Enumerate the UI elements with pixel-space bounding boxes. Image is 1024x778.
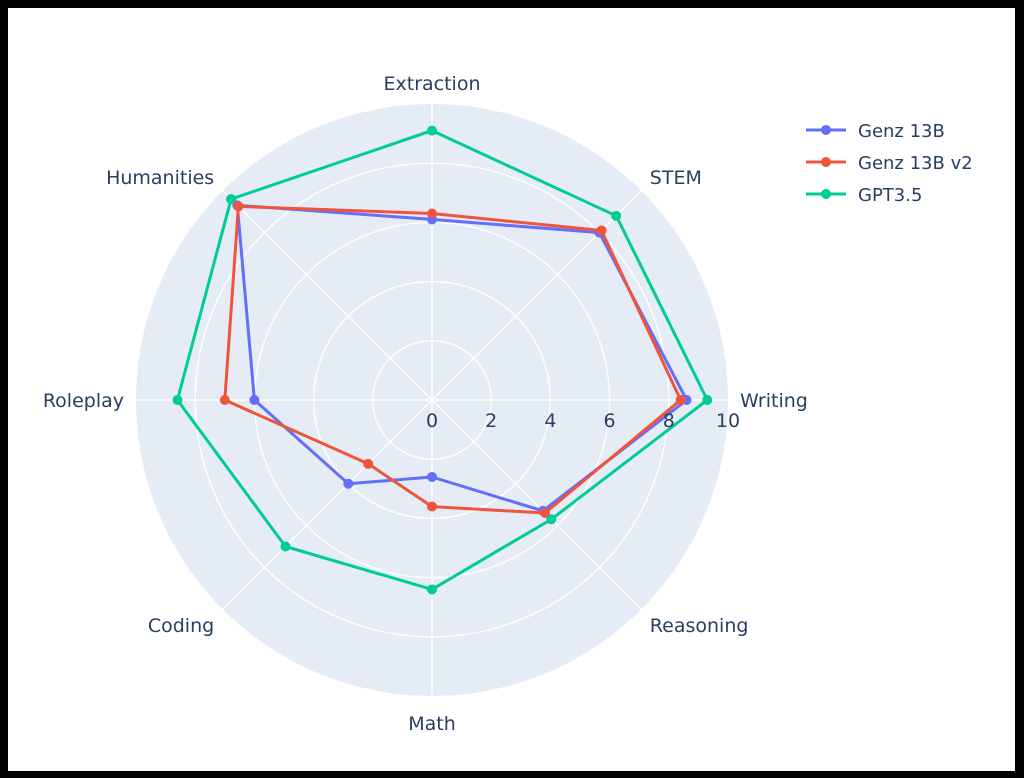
data-point [427,501,437,512]
radial-tick-label: 6 [604,410,616,432]
data-point [540,508,551,519]
data-point [172,395,183,405]
legend-swatch-marker [821,157,831,167]
data-point [675,395,686,405]
series-layer [172,125,713,595]
legend-swatch-marker [821,125,831,135]
axis-label-stem: STEM [650,167,702,189]
grid-spoke [222,399,433,610]
axis-label-extraction: Extraction [384,73,481,95]
data-point [596,225,607,236]
data-point [427,584,437,595]
data-point [233,201,244,212]
legend-label: Genz 13B [858,121,945,142]
legend[interactable]: Genz 13B Genz 13B v2 GPT3.5 [806,121,973,206]
axis-label-math: Math [408,713,456,735]
axis-label-writing: Writing [740,390,808,412]
series-gpt3-5 [172,125,713,595]
legend-item[interactable]: Genz 13B [806,121,945,142]
chart-frame: 0 2 4 6 8 10 Writing STEM Extraction Humanities R… [8,8,1015,771]
data-point [226,194,237,205]
data-point [280,541,291,552]
radial-tick-label: 2 [485,410,497,432]
data-point [249,395,260,405]
data-point [702,395,713,405]
legend-swatch-marker [821,189,831,199]
legend-label: Genz 13B v2 [858,153,973,174]
grid-spoke [431,190,642,401]
data-point [427,125,437,136]
radar-chart: 0 2 4 6 8 10 Writing STEM Extraction Humanities R… [43,73,973,735]
data-point [363,458,374,469]
legend-label: GPT3.5 [858,185,922,206]
data-point [219,395,230,405]
angular-labels: Writing STEM Extraction Humanities Roleplay C… [43,73,808,735]
radial-tick-label: 4 [544,410,556,432]
legend-item[interactable]: Genz 13B v2 [806,153,973,174]
radial-tick-label: 10 [716,410,740,432]
data-point [427,208,437,219]
axis-label-reasoning: Reasoning [650,615,749,637]
axis-label-coding: Coding [148,615,214,637]
data-point [343,478,354,489]
radial-ticks: 0 2 4 6 8 10 [426,410,740,432]
legend-item[interactable]: GPT3.5 [806,185,922,206]
data-point [546,514,557,525]
grid-spoke [222,190,433,401]
data-point [611,210,622,221]
axis-label-humanities: Humanities [106,167,214,189]
radial-tick-label: 8 [663,410,675,432]
series-genz-13b-v2 [219,201,686,519]
axis-label-roleplay: Roleplay [43,390,124,412]
data-point [427,471,437,482]
radial-tick-label: 0 [426,410,438,432]
grid-spoke [431,399,642,610]
